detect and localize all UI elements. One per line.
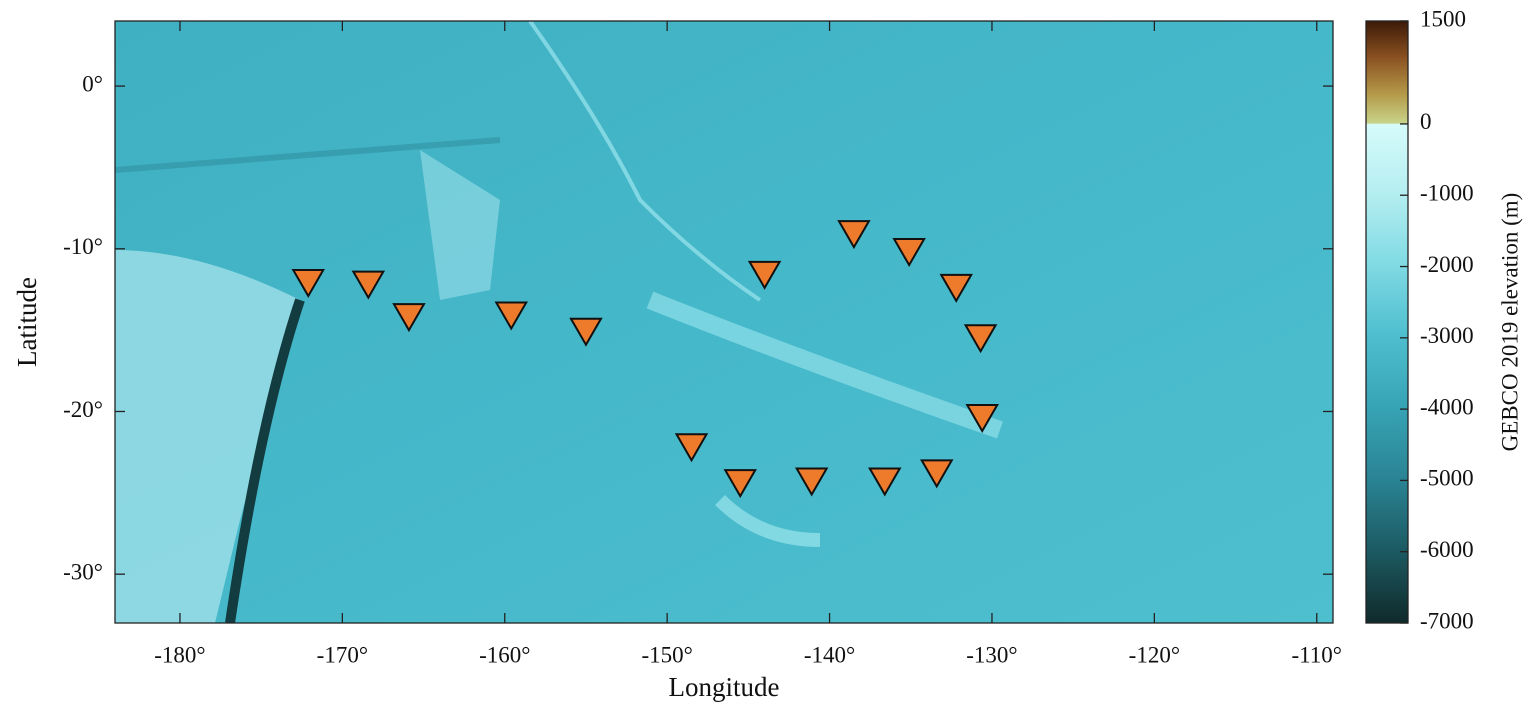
colorbar-tick-label: 1500 (1420, 6, 1466, 31)
station-marker (291, 268, 325, 298)
y-tick-label: -10° (63, 234, 103, 259)
colorbar-tick-label: -2000 (1420, 252, 1474, 277)
x-tick-label: -130° (966, 642, 1017, 667)
station-marker (963, 324, 998, 354)
x-tick-label: -160° (479, 642, 530, 667)
colorbar-tick-label: -6000 (1420, 537, 1474, 562)
colorbar-tick-label: -3000 (1420, 323, 1474, 348)
y-tick-label: -30° (63, 559, 103, 584)
station-marker (920, 459, 954, 489)
station-marker (868, 467, 902, 497)
station-marker (723, 469, 757, 499)
station-marker (965, 403, 999, 433)
x-tick-label: -150° (641, 642, 692, 667)
colorbar-tick-label: -1000 (1420, 181, 1474, 206)
station-marker (351, 270, 386, 300)
colorbar-tick-label: -7000 (1420, 608, 1474, 633)
x-tick-label: -120° (1129, 642, 1180, 667)
station-marker (674, 433, 709, 463)
colorbar-label: GEBCO 2019 elevation (m) (1497, 193, 1522, 452)
y-axis-label: Latitude (12, 277, 42, 367)
station-marker (747, 260, 782, 290)
x-axis-label: Longitude (669, 672, 780, 702)
bathymetry (115, 21, 1333, 623)
colorbar-tick-label: -4000 (1420, 394, 1474, 419)
station-marker (837, 220, 871, 250)
station-marker (569, 317, 603, 347)
station-marker (494, 301, 528, 331)
station-marker (939, 273, 973, 303)
plot-frame (114, 20, 1334, 624)
x-tick-label: -140° (804, 642, 855, 667)
colorbar-tick-label: -5000 (1420, 466, 1474, 491)
x-tick-label: -170° (317, 642, 368, 667)
colorbar (1365, 20, 1409, 624)
station-marker (892, 238, 926, 268)
y-tick-label: -20° (63, 397, 103, 422)
x-tick-label: -180° (154, 642, 205, 667)
x-tick-label: -110° (1292, 642, 1343, 667)
station-marker (392, 303, 426, 333)
y-tick-label: 0° (82, 71, 103, 96)
colorbar-tick-label: 0 (1420, 109, 1432, 134)
station-marker (794, 467, 829, 497)
